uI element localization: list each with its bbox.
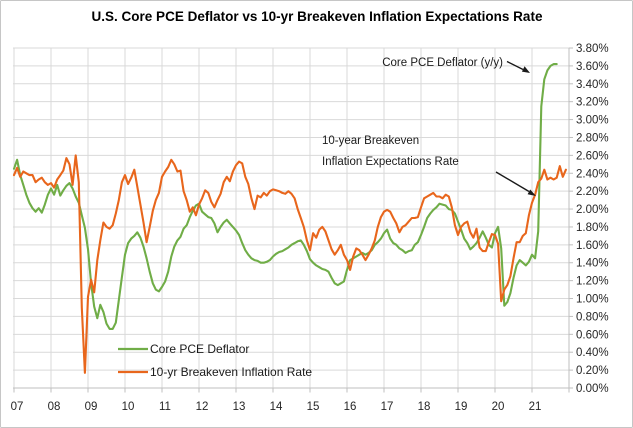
annotation-breakeven-label-line1: 10-year Breakeven bbox=[322, 135, 419, 147]
x-tick-label: 12 bbox=[196, 401, 209, 413]
y-tick-label: 0.00% bbox=[576, 383, 609, 395]
x-tick-label: 08 bbox=[48, 401, 61, 413]
y-tick-label: 3.60% bbox=[576, 61, 609, 73]
x-tick-label: 16 bbox=[344, 401, 357, 413]
annotation-core-pce-label: Core PCE Deflator (y/y) bbox=[382, 57, 503, 69]
y-tick-label: 3.20% bbox=[576, 97, 609, 109]
axis-lines bbox=[13, 48, 570, 389]
horizontal-gridlines bbox=[13, 47, 569, 371]
x-tick-label: 19 bbox=[455, 401, 468, 413]
y-tick-label: 3.40% bbox=[576, 79, 609, 91]
data-series bbox=[12, 63, 567, 374]
x-tick-label: 15 bbox=[307, 401, 320, 413]
y-tick-label: 0.40% bbox=[576, 347, 609, 359]
vertical-gridlines bbox=[13, 48, 570, 388]
annotation-core-pce: Core PCE Deflator (y/y) bbox=[382, 57, 530, 73]
annotation-breakeven: 10-year Breakeven Inflation Expectations… bbox=[322, 135, 536, 196]
x-tick-label: 20 bbox=[492, 401, 505, 413]
x-tick-label: 13 bbox=[233, 401, 246, 413]
y-tick-label: 2.20% bbox=[576, 186, 609, 198]
annotation-arrow-core-pce bbox=[506, 60, 524, 71]
y-axis-labels: 0.00% 0.20% 0.40% 0.60% 0.80% 1.00% 1.20% 1.40%… bbox=[576, 43, 609, 395]
y-tick-label: 2.40% bbox=[576, 168, 609, 180]
y-tick-label: 2.60% bbox=[576, 150, 609, 162]
series-line-core-pce bbox=[12, 63, 558, 330]
y-tick-label: 2.80% bbox=[576, 132, 609, 144]
legend-label-core-pce: Core PCE Deflator bbox=[150, 342, 249, 356]
y-tick-label: 1.00% bbox=[576, 294, 609, 306]
y-tick-label: 0.60% bbox=[576, 329, 609, 341]
y-tick-label: 3.00% bbox=[576, 115, 609, 127]
x-tick-label: 14 bbox=[270, 401, 283, 413]
y-tick-label: 1.80% bbox=[576, 222, 609, 234]
x-tick-label: 09 bbox=[85, 401, 98, 413]
y-tick-label: 1.60% bbox=[576, 240, 609, 252]
x-tick-label: 10 bbox=[122, 401, 135, 413]
y-tick-label: 2.00% bbox=[576, 204, 609, 216]
x-tick-label: 18 bbox=[418, 401, 431, 413]
annotation-arrowhead-breakeven bbox=[527, 189, 536, 196]
y-tick-label: 1.40% bbox=[576, 258, 609, 270]
y-axis-ticks bbox=[569, 47, 573, 389]
annotation-arrow-breakeven bbox=[495, 171, 530, 193]
chart-title: U.S. Core PCE Deflator vs 10-yr Breakeve… bbox=[92, 9, 543, 24]
x-tick-label: 21 bbox=[529, 401, 542, 413]
x-axis-ticks bbox=[13, 388, 570, 393]
y-tick-label: 0.80% bbox=[576, 311, 609, 323]
x-axis-labels: 07 08 09 10 11 12 13 14 15 16 17 18 19 20 21 bbox=[11, 401, 542, 413]
y-tick-label: 1.20% bbox=[576, 276, 609, 288]
annotation-breakeven-label-line2: Inflation Expectations Rate bbox=[322, 156, 459, 168]
annotation-arrowhead-core-pce bbox=[521, 66, 530, 73]
legend-label-breakeven: 10-yr Breakeven Inflation Rate bbox=[150, 365, 312, 379]
x-tick-label: 11 bbox=[159, 401, 171, 413]
y-tick-label: 3.80% bbox=[576, 43, 609, 55]
series-line-breakeven bbox=[12, 154, 567, 374]
legend: Core PCE Deflator 10-yr Breakeven Inflat… bbox=[118, 342, 312, 379]
x-tick-label: 07 bbox=[11, 401, 24, 413]
x-tick-label: 17 bbox=[381, 401, 394, 413]
y-tick-label: 0.20% bbox=[576, 365, 609, 377]
